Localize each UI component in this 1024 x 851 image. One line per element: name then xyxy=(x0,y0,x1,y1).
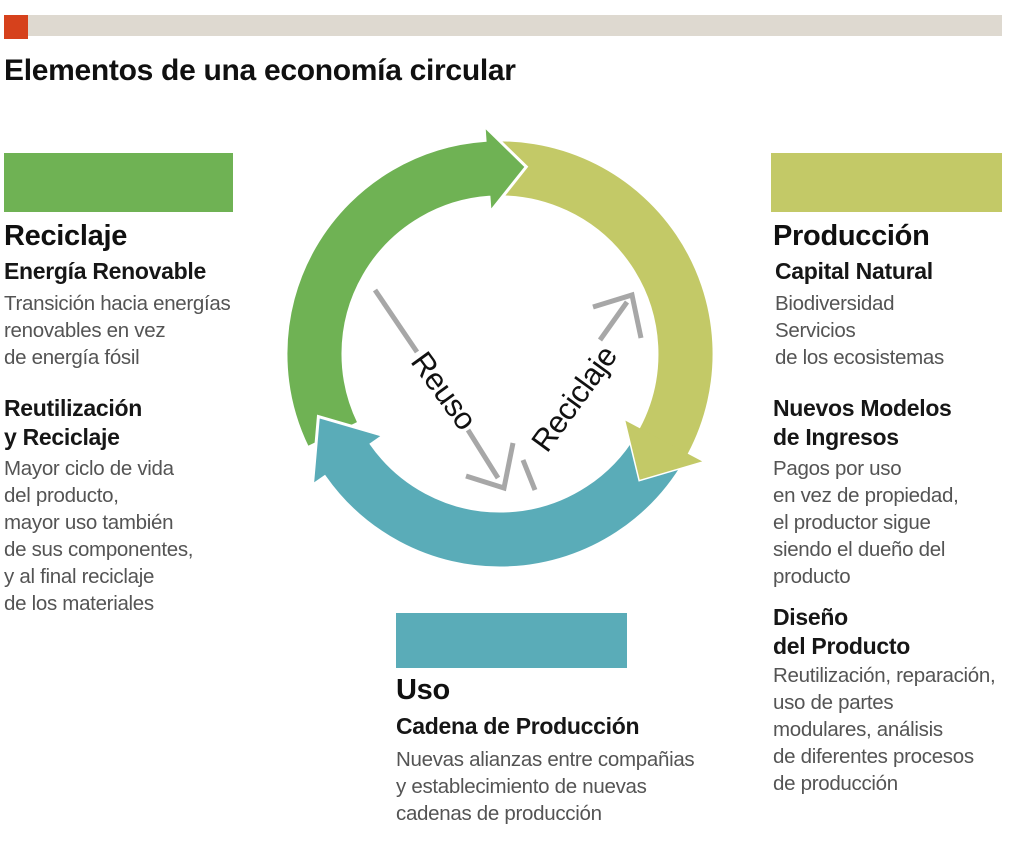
body-diseno-producto: Reutilización, reparación, uso de partes… xyxy=(773,664,996,795)
body-nuevos-modelos: Pagos por uso en vez de propiedad, el pr… xyxy=(773,457,959,588)
section-heading-uso: Uso xyxy=(396,674,450,706)
subheading-reutilizacion-reciclaje: Reutilización y Reciclaje xyxy=(4,395,142,450)
cycle-arrow-produccion xyxy=(475,138,716,482)
circular-economy-cycle-diagram: Reuso Reciclaje xyxy=(284,121,716,570)
reciclaje-arrow-shaft xyxy=(597,300,630,342)
body-cadena-produccion: Nuevas alianzas entre compañias y establ… xyxy=(396,748,695,825)
subheading-energia-renovable: Energía Renovable xyxy=(4,258,206,284)
cycle-arrow-uso xyxy=(310,414,688,570)
subheading-cadena-produccion: Cadena de Producción xyxy=(396,713,640,739)
subheading-diseno-producto: Diseño del Producto xyxy=(773,604,910,659)
body-capital-natural: Biodiversidad Servicios de los ecosistem… xyxy=(775,292,944,369)
legend-bar-reciclaje xyxy=(4,153,233,212)
subheading-nuevos-modelos: Nuevos Modelos de Ingresos xyxy=(773,395,952,450)
accent-square xyxy=(4,15,28,39)
cycle-arrow-produccion-head xyxy=(625,420,703,480)
body-energia-renovable: Transición hacia energías renovables en … xyxy=(4,292,231,369)
reuso-arrow-shaft-top xyxy=(372,288,420,354)
reuso-arrow-shaft-bottom xyxy=(465,428,501,480)
reciclaje-label: Reciclaje xyxy=(524,339,624,458)
section-heading-reciclaje: Reciclaje xyxy=(4,220,128,252)
top-bar xyxy=(4,15,1002,36)
reciclaje-arrowhead xyxy=(592,291,644,339)
reuso-arrowhead xyxy=(465,442,516,492)
page-title: Elementos de una economía circular xyxy=(4,54,516,87)
cycle-arrow-reciclaje xyxy=(284,121,529,450)
legend-bar-produccion xyxy=(771,153,1002,212)
reciclaje-arrow-tail xyxy=(520,459,538,491)
body-reutilizacion-reciclaje: Mayor ciclo de vida del producto, mayor … xyxy=(4,457,194,615)
reuso-label: Reuso xyxy=(404,345,484,436)
legend-bar-uso xyxy=(396,613,627,668)
subheading-capital-natural: Capital Natural xyxy=(775,258,933,284)
section-heading-produccion: Producción xyxy=(773,220,930,252)
